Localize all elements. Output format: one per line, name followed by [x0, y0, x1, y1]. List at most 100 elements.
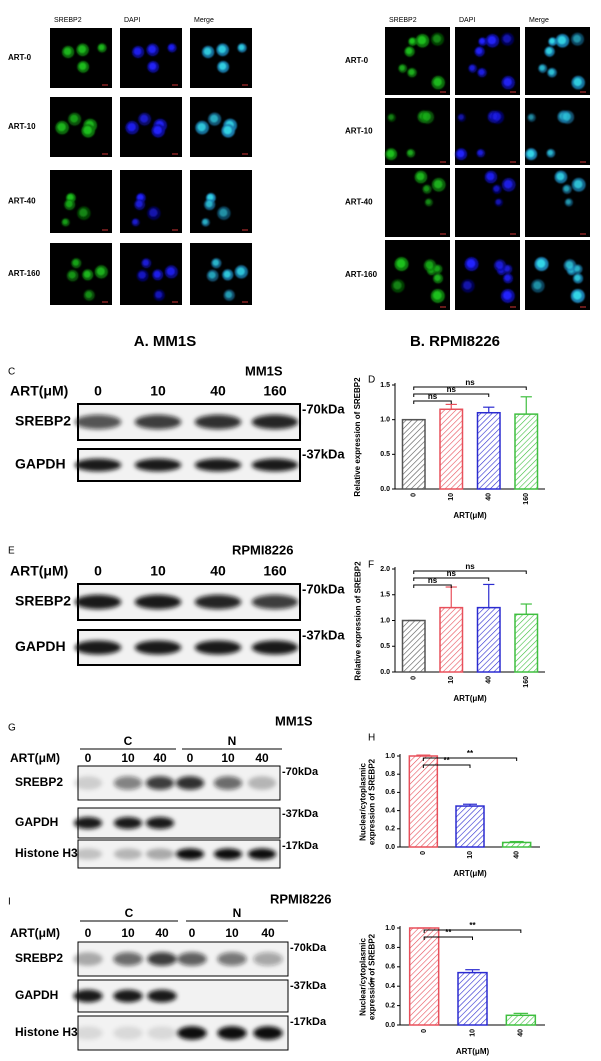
significance-bracket — [423, 936, 473, 940]
band — [113, 1026, 143, 1040]
cell-core — [504, 274, 511, 281]
band — [145, 848, 175, 860]
blot-strip — [77, 807, 281, 839]
micrograph — [50, 170, 112, 233]
band — [247, 776, 277, 790]
bracket — [422, 757, 518, 761]
size-marker: -17kDa — [290, 1016, 327, 1028]
conc-label: ART(μM) — [10, 383, 68, 399]
cell-core — [79, 62, 87, 70]
cell-core — [504, 180, 513, 189]
band — [113, 817, 143, 829]
significance-label: ns — [447, 385, 457, 394]
panel-label: G — [8, 723, 16, 734]
cell-core — [223, 126, 232, 135]
bands — [73, 989, 177, 1003]
bar — [476, 606, 501, 673]
x-tick-label: 40 — [486, 676, 493, 684]
significance-bracket — [413, 393, 490, 397]
cell-line: RPMI8226 — [232, 542, 293, 557]
significance-label: ns — [428, 392, 438, 401]
cell-core — [57, 123, 66, 132]
band — [113, 848, 143, 860]
band — [175, 776, 205, 790]
cell-core — [545, 47, 553, 55]
band — [194, 458, 242, 472]
bracket — [423, 936, 473, 940]
lane-label: 160 — [263, 563, 287, 579]
significance-label: ns — [447, 569, 457, 578]
significance-label: ns — [465, 378, 475, 387]
cell-core — [466, 259, 476, 268]
conc-label: ART(μM) — [10, 926, 60, 940]
lane-label: 10 — [121, 926, 135, 940]
row-label: ART-40 — [8, 197, 36, 206]
cell-core — [387, 150, 395, 158]
cell-core — [63, 47, 72, 56]
cell-core — [528, 114, 534, 120]
cell-core — [477, 150, 483, 156]
x-axis-label: ART(μM) — [453, 869, 487, 878]
panel-label: C — [8, 367, 15, 378]
cell-core — [132, 219, 138, 225]
cell-core — [149, 62, 157, 70]
cells — [414, 170, 446, 207]
y-tick-label: 1.0 — [385, 925, 395, 932]
cell-core — [536, 259, 546, 268]
y-tick-label: 1.0 — [380, 617, 390, 624]
row-label: ART-160 — [8, 269, 41, 278]
y-tick-label: 0.2 — [385, 826, 395, 833]
group-label: N — [228, 734, 237, 748]
column-header: Merge — [194, 17, 214, 24]
bands — [74, 458, 299, 472]
panel-label: J — [368, 977, 373, 988]
cell-core — [548, 69, 555, 76]
y-tick-label: 0.8 — [385, 944, 395, 951]
y-tick-label: 0.0 — [385, 1022, 395, 1029]
cell-core — [137, 194, 144, 201]
cell-core — [135, 200, 143, 208]
band — [253, 1026, 283, 1040]
size-marker: -70kDa — [282, 766, 319, 778]
cell-core — [547, 150, 553, 156]
bracket — [423, 929, 522, 933]
cell-core — [573, 34, 581, 43]
cell-core — [62, 219, 68, 225]
cell-core — [238, 44, 245, 51]
cell-core — [434, 274, 441, 281]
bar — [476, 411, 501, 490]
band — [147, 989, 177, 1003]
cell-core — [563, 185, 570, 192]
cell-core — [78, 45, 86, 54]
significance-label: ** — [445, 928, 452, 937]
y-tick-label: 0.2 — [385, 1002, 395, 1009]
cell-core — [140, 114, 149, 123]
cell-core — [565, 199, 571, 205]
y-tick-label: 1.5 — [380, 592, 390, 599]
band — [113, 776, 143, 790]
row-label: ART-0 — [8, 53, 32, 62]
cell-core — [457, 150, 465, 158]
y-tick-label: 0.8 — [385, 771, 395, 778]
micrograph — [190, 28, 252, 88]
error-bar — [520, 603, 532, 615]
band — [213, 776, 243, 790]
cells — [461, 257, 515, 303]
row-label: ART-0 — [345, 56, 369, 65]
lane-label: 10 — [121, 751, 135, 765]
cell-core — [433, 291, 442, 300]
cell-core — [539, 65, 545, 71]
band — [251, 458, 299, 472]
panel-label: I — [8, 897, 11, 908]
panel-label: H — [368, 733, 375, 744]
cell-core — [574, 274, 581, 281]
band — [73, 776, 103, 790]
band — [134, 640, 182, 655]
lane-label: 40 — [210, 383, 226, 399]
micrograph — [120, 170, 182, 233]
y-tick-label: 1.0 — [380, 417, 390, 424]
size-marker: -37kDa — [290, 980, 327, 992]
bands — [74, 414, 299, 430]
lane-label: 40 — [153, 751, 167, 765]
